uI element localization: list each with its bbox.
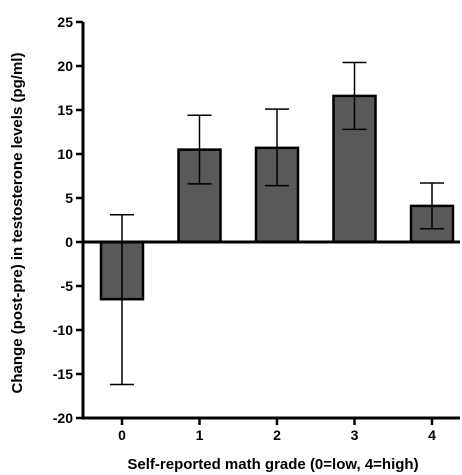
y-tick-label: 15 [57, 102, 73, 118]
y-tick-label: 25 [57, 14, 73, 30]
x-ticks-group: 0 1 2 3 4 [118, 418, 436, 443]
y-tick-label: -10 [53, 322, 73, 338]
y-ticks-group: 25 20 15 10 5 0 -5 -10 -15 -20 [53, 14, 83, 426]
y-axis-title: Change (post-pre) in testosterone levels… [9, 53, 26, 394]
y-tick-label: 0 [65, 234, 73, 250]
bar-3 [332, 94, 377, 244]
y-tick-label: -5 [61, 278, 74, 294]
x-tick-label: 3 [351, 427, 359, 443]
y-tick-label: 10 [57, 146, 73, 162]
y-tick-label: 5 [65, 190, 73, 206]
y-tick-label: -20 [53, 410, 73, 426]
y-tick-label: -15 [53, 366, 73, 382]
x-tick-label: 2 [273, 427, 281, 443]
y-tick-label: 20 [57, 58, 73, 74]
x-tick-label: 4 [428, 427, 436, 443]
x-axis-title: Self-reported math grade (0=low, 4=high) [127, 456, 418, 473]
x-tick-label: 1 [196, 427, 204, 443]
x-tick-label: 0 [118, 427, 126, 443]
